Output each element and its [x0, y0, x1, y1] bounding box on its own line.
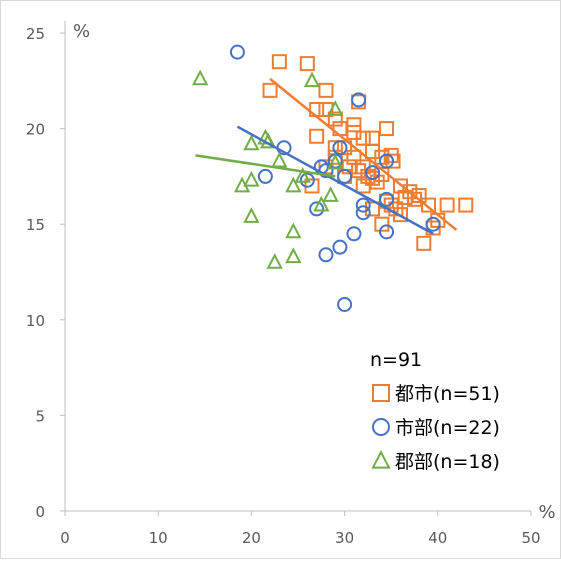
data-point [243, 170, 260, 187]
legend-square-icon [372, 384, 390, 402]
legend-sample-size: n=91 [370, 349, 422, 371]
data-point [243, 207, 260, 223]
data-point [355, 205, 371, 221]
data-point [379, 191, 395, 207]
legend-item: 市部(n=22) [372, 417, 500, 439]
legend-label: 都市(n=51) [395, 383, 500, 405]
data-point [257, 168, 273, 184]
data-point [271, 151, 288, 168]
x-tick-label: 50 [521, 529, 540, 547]
data-point [266, 253, 283, 269]
data-point [439, 197, 455, 213]
legend-triangle-icon [371, 450, 391, 469]
data-point [299, 172, 315, 188]
data-point [346, 149, 362, 165]
data-point [243, 134, 260, 151]
data-point [332, 140, 348, 156]
x-tick-label: 40 [428, 529, 447, 547]
data-point [458, 197, 474, 213]
data-point [425, 220, 441, 236]
data-point [385, 153, 401, 169]
data-point [365, 201, 381, 217]
y-tick-label: 15 [26, 216, 45, 234]
x-axis-ticks: 0 10 20 30 40 50 [60, 511, 541, 547]
data-point [285, 222, 302, 239]
legend-circle-icon [372, 418, 390, 436]
y-tick-label: 5 [35, 407, 45, 425]
legend-label: 郡部(n=18) [395, 451, 500, 473]
x-tick-label: 30 [335, 529, 354, 547]
data-point [294, 167, 311, 183]
trend-line [269, 77, 458, 231]
axes: 0 10 20 30 40 50 0 5 10 15 20 25 % % [26, 21, 556, 547]
x-tick-label: 0 [60, 529, 70, 547]
data-point [322, 186, 339, 202]
data-point [393, 207, 409, 223]
data-point [309, 128, 325, 144]
series-circle [229, 44, 441, 313]
data-point [327, 153, 344, 170]
data-points [191, 44, 474, 313]
y-tick-label: 25 [26, 25, 45, 43]
data-point [318, 82, 334, 98]
data-point [420, 197, 436, 213]
data-point [191, 69, 209, 86]
x-axis-unit: % [538, 502, 555, 523]
data-point [285, 247, 302, 264]
data-point [355, 197, 371, 213]
data-point [355, 130, 371, 146]
data-point [337, 168, 353, 184]
data-point [351, 92, 367, 108]
trend-line [195, 154, 336, 178]
data-point [346, 226, 362, 242]
data-point [233, 176, 251, 193]
y-tick-label: 0 [35, 503, 45, 521]
trend-lines [195, 77, 458, 235]
legend-label: 市部(n=22) [395, 417, 500, 439]
data-point [327, 111, 343, 127]
data-point [374, 149, 390, 165]
data-point [365, 165, 381, 181]
x-tick-label: 10 [149, 529, 168, 547]
data-point [355, 178, 371, 194]
data-point [397, 189, 413, 205]
data-point [374, 216, 390, 232]
series-triangle [191, 69, 344, 269]
data-point [271, 54, 287, 70]
data-point [332, 239, 348, 255]
data-point [337, 297, 353, 313]
data-point [327, 100, 344, 116]
data-point [313, 195, 330, 212]
data-point [262, 82, 278, 98]
data-point [379, 224, 395, 240]
data-point [379, 121, 395, 137]
y-axis-ticks: 0 5 10 15 20 25 [26, 25, 65, 521]
x-tick-label: 20 [242, 529, 261, 547]
data-point [416, 235, 432, 251]
data-point [365, 170, 381, 186]
data-point [337, 140, 353, 156]
data-point [318, 247, 334, 263]
legend-item: 郡部(n=18) [371, 450, 500, 473]
y-tick-label: 10 [26, 312, 45, 330]
data-point [309, 201, 325, 217]
data-point [346, 117, 362, 133]
y-tick-label: 20 [26, 121, 45, 139]
series-square [262, 54, 474, 251]
legend-item: 都市(n=51) [372, 383, 500, 405]
data-point [379, 153, 395, 169]
legend: n=91 都市(n=51) 市部(n=22) 郡部(n=18) [370, 349, 500, 473]
data-point [303, 71, 321, 88]
y-axis-unit: % [73, 21, 90, 42]
trend-line [236, 125, 434, 235]
data-point [285, 176, 302, 193]
data-point [425, 216, 441, 232]
data-point [299, 56, 315, 72]
data-point [229, 44, 245, 60]
data-point [365, 130, 381, 146]
